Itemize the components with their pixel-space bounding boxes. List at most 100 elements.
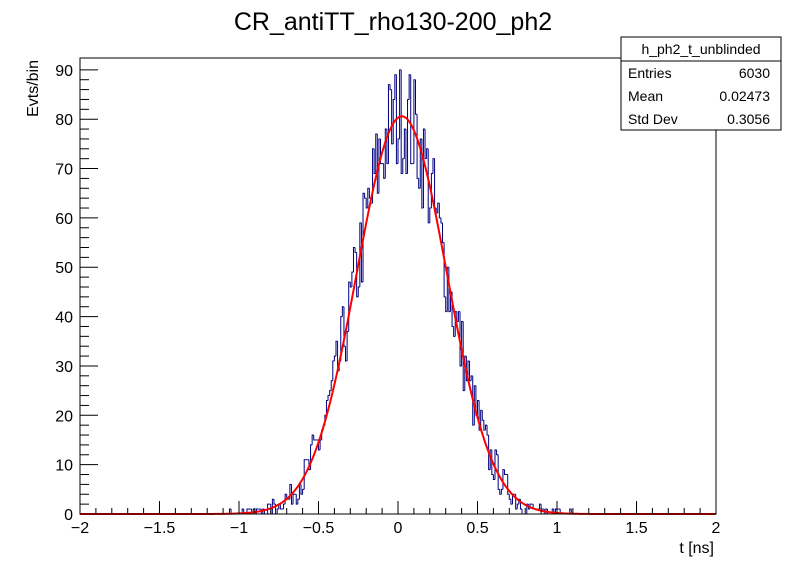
histogram-bin <box>457 311 461 322</box>
y-tick-label: 10 <box>55 458 73 475</box>
histogram-bin <box>429 207 432 223</box>
histogram-bin <box>319 439 322 450</box>
histogram-bin <box>351 271 354 287</box>
histogram-bin <box>341 306 344 317</box>
histogram-bin <box>469 361 472 382</box>
histogram-bin <box>378 138 381 194</box>
histogram-bin <box>273 499 276 505</box>
histogram-bin <box>310 444 313 470</box>
histogram-bin <box>325 399 329 416</box>
histogram-bin <box>228 508 232 514</box>
histogram-bin <box>477 399 480 416</box>
histogram-bin <box>442 222 445 244</box>
histogram-bin <box>526 503 529 514</box>
histogram-bin <box>384 128 387 179</box>
histogram-bin <box>389 84 392 91</box>
histogram-bin <box>362 192 365 283</box>
y-tick-label: 30 <box>55 359 73 376</box>
histogram-bin <box>405 129 408 174</box>
histogram-bin <box>289 483 292 500</box>
x-tick-label: −0.5 <box>303 520 335 537</box>
histogram-bin <box>373 148 376 174</box>
histogram-bin <box>327 395 330 401</box>
stats-entries-label: Entries <box>628 65 672 81</box>
histogram-bin <box>413 79 416 164</box>
histogram-bin <box>504 469 507 476</box>
histogram-bin <box>376 134 379 194</box>
x-tick-label: −1 <box>230 520 248 537</box>
histogram-bin <box>283 503 286 510</box>
histogram-bin <box>488 435 491 471</box>
histogram-bin <box>416 114 419 179</box>
histogram-bin <box>330 380 333 391</box>
stats-mean-value: 0.02473 <box>719 88 770 104</box>
histogram-bin <box>380 138 383 165</box>
histogram-bin <box>394 74 397 100</box>
histogram-bin <box>459 311 462 367</box>
y-tick-label: 90 <box>55 63 73 80</box>
chart-title: CR_antiTT_rho130-200_ph2 <box>234 8 552 36</box>
histogram-bin <box>292 493 295 505</box>
y-tick-label: 80 <box>55 112 73 129</box>
x-axis-label: t [ns] <box>679 540 714 557</box>
histogram-bin <box>340 316 343 362</box>
histogram-bin <box>302 488 305 495</box>
histogram-bin <box>408 74 411 100</box>
histogram-bin <box>357 286 360 297</box>
histogram-bin <box>356 252 359 298</box>
histogram-bin <box>400 69 403 174</box>
histogram-bin <box>343 306 346 347</box>
x-tick-label: 2 <box>712 520 721 537</box>
x-tick-label: 1 <box>553 520 562 537</box>
histogram-bin <box>392 98 395 144</box>
histogram-bin <box>516 503 519 510</box>
histogram-bin <box>472 375 475 426</box>
histogram-bin <box>427 148 430 224</box>
histogram-bin <box>295 494 298 505</box>
gaussian-fit-line <box>80 115 716 515</box>
histogram-bin <box>483 420 486 431</box>
histogram-bin <box>297 498 300 505</box>
histogram-bin <box>453 326 456 337</box>
histogram-bin <box>308 459 311 471</box>
histogram-bin <box>521 509 524 515</box>
x-tick-label: 0.5 <box>466 520 488 537</box>
histogram-bin <box>262 508 265 514</box>
histogram-bin <box>484 424 488 431</box>
histogram-bin <box>365 198 368 209</box>
x-axis: −2 −1.5 −1 −0.5 0 0.5 1 1.5 2 <box>71 501 721 537</box>
histogram-bin <box>383 163 386 179</box>
histogram-bin <box>539 503 542 510</box>
stats-box-frame <box>620 36 782 131</box>
histogram-bin <box>462 321 465 392</box>
histogram-bin <box>418 178 421 189</box>
histogram-bin <box>464 355 467 391</box>
histogram-bin <box>496 449 499 456</box>
histogram-bin <box>359 222 362 287</box>
histogram-bin <box>387 84 391 164</box>
histogram-bin <box>335 340 338 357</box>
histogram-bin <box>492 474 495 480</box>
histogram-bin <box>422 128 426 209</box>
y-tick-label: 50 <box>55 260 73 277</box>
histogram-bin <box>267 503 270 514</box>
histogram-bin <box>432 158 435 174</box>
histogram-bin <box>499 489 502 495</box>
histogram-bin <box>300 484 303 495</box>
histogram-bin <box>391 89 394 145</box>
histogram-bin <box>367 187 370 209</box>
histogram-bin <box>290 484 294 505</box>
histogram-bin <box>333 355 336 362</box>
y-tick-label: 0 <box>64 507 73 524</box>
histogram-bin <box>421 138 424 209</box>
histogram-bin <box>518 498 521 505</box>
y-axis: 0 10 20 30 40 50 60 70 80 90 <box>55 63 98 524</box>
histogram-bin <box>500 488 503 495</box>
y-tick-label: 40 <box>55 310 73 327</box>
histogram-bin <box>497 454 500 490</box>
x-tick-label: −2 <box>71 520 89 537</box>
y-tick-label: 20 <box>55 408 73 425</box>
histogram-bin <box>434 158 437 209</box>
histogram-bin <box>397 138 400 164</box>
